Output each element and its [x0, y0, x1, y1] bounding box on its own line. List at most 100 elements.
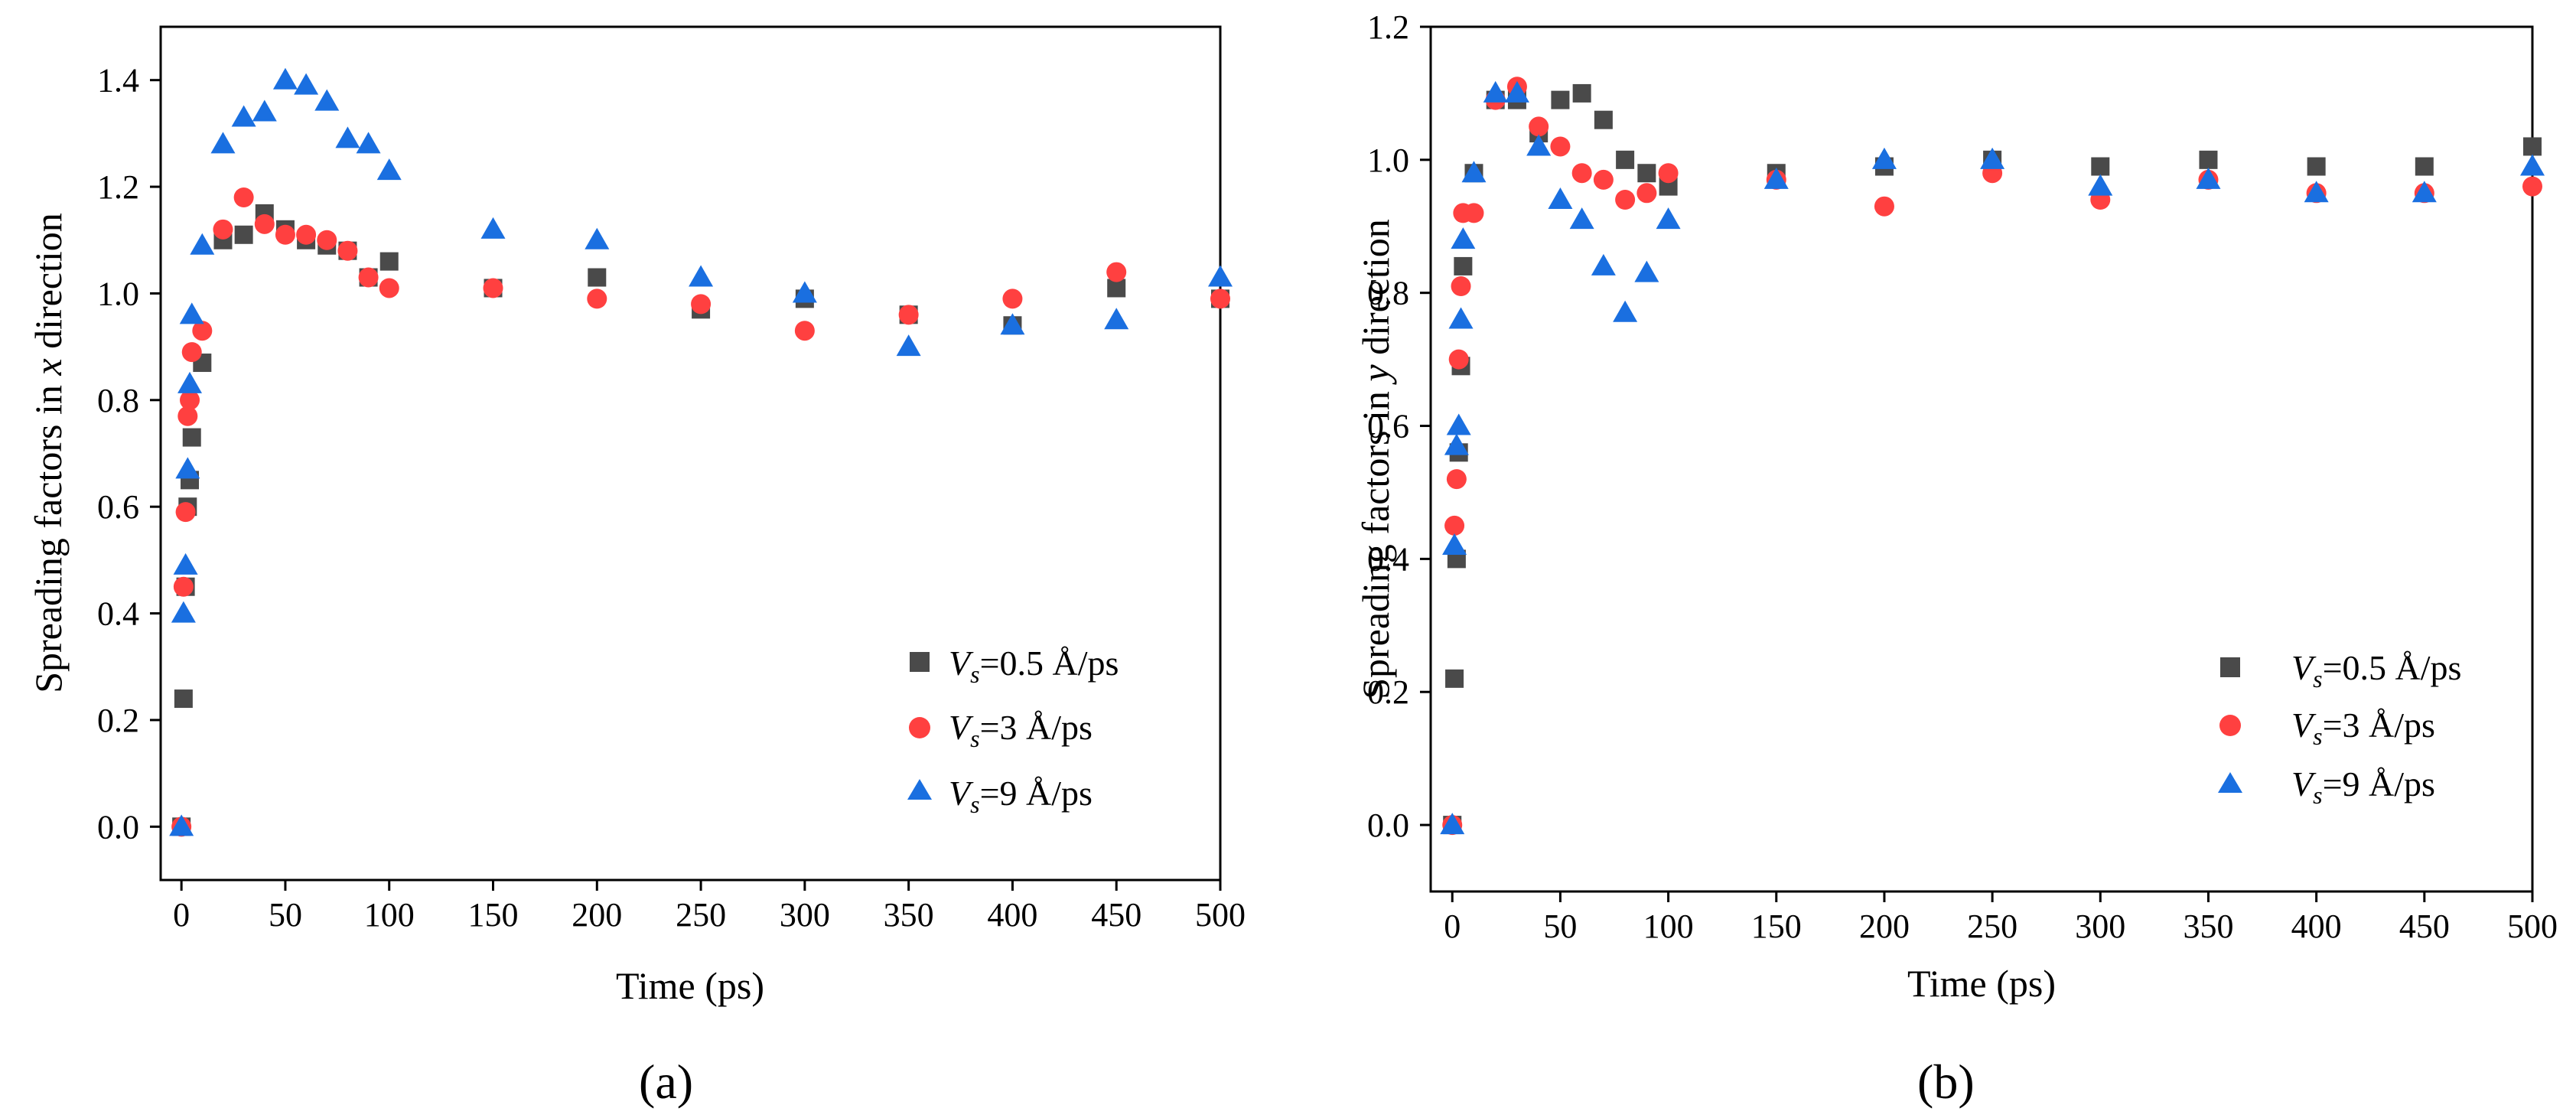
panel-b-legend-sym-2: V — [2291, 764, 2317, 803]
data-point-series-2 — [2520, 154, 2545, 176]
data-point-series-2 — [171, 601, 196, 623]
panel-a-legend-val-2: =9 Å/ps — [980, 774, 1093, 813]
panel-b: 0 50 100 150 200 250 300 350 400 450 500 0.0 0.2 0.4… — [1354, 8, 2558, 1109]
data-point-series-2 — [1440, 813, 1465, 835]
data-point-series-0 — [1594, 110, 1613, 129]
y-tick-label: 0.0 — [97, 808, 139, 846]
data-point-series-2 — [1980, 147, 2005, 169]
panel-b-legend-marker-1 — [2219, 715, 2241, 736]
panel-a-legend-sub-2: s — [970, 790, 979, 818]
x-tick-label: 250 — [1967, 908, 2017, 945]
y-tick-label: 1.0 — [97, 275, 139, 312]
panel-b-y-axis-title-tail: direction — [1354, 219, 1397, 364]
data-point-series-2 — [1000, 313, 1025, 335]
panel-a-y-axis-title-var: x — [27, 358, 70, 376]
x-tick-label: 350 — [884, 896, 934, 934]
panel-a-legend-marker-2 — [907, 779, 932, 800]
data-point-series-2 — [1634, 260, 1659, 282]
y-tick-label: 0.8 — [1367, 275, 1409, 312]
data-point-series-0 — [2523, 137, 2542, 156]
data-point-series-1 — [275, 224, 295, 245]
panel-a-data-points — [169, 67, 1233, 837]
data-point-series-2 — [1446, 413, 1471, 435]
x-tick-label: 50 — [269, 896, 302, 934]
data-point-series-2 — [179, 302, 204, 324]
data-point-series-1 — [175, 502, 196, 523]
panel-a-legend-label-2: Vs=9 Å/ps — [949, 774, 1093, 818]
y-tick-label: 0.2 — [97, 702, 139, 739]
data-point-series-1 — [180, 390, 200, 410]
data-point-series-0 — [1572, 83, 1591, 103]
panel-a-y-ticks: 0.0 0.2 0.4 0.6 0.8 1.0 1.2 1.4 — [97, 62, 161, 846]
panel-b-legend-marker-2 — [2218, 772, 2242, 793]
panel-a-label: (a) — [639, 1054, 693, 1109]
data-point-series-2 — [169, 814, 194, 836]
data-point-series-1 — [1550, 136, 1571, 157]
x-tick-label: 300 — [780, 896, 830, 934]
data-point-series-1 — [1529, 116, 1549, 137]
x-tick-label: 100 — [364, 896, 415, 934]
panel-b-y-axis-title-var: y — [1354, 364, 1397, 386]
data-point-series-2 — [480, 217, 506, 239]
data-point-series-2 — [1461, 161, 1487, 183]
data-point-series-2 — [252, 99, 277, 122]
x-tick-label: 500 — [1195, 896, 1246, 934]
data-point-series-1 — [177, 406, 198, 426]
data-point-series-1 — [317, 230, 337, 250]
data-point-series-1 — [1106, 262, 1127, 282]
x-tick-label: 300 — [2075, 908, 2125, 945]
data-point-series-2 — [294, 73, 319, 95]
data-point-series-2 — [335, 126, 360, 148]
data-point-series-0 — [1445, 669, 1464, 688]
panel-b-legend-sub-0: s — [2313, 665, 2322, 693]
data-point-series-2 — [896, 334, 921, 357]
y-tick-label: 0.2 — [1367, 673, 1409, 711]
data-point-series-2 — [1591, 253, 1616, 275]
panel-b-legend-label-0: Vs=0.5 Å/ps — [2291, 648, 2461, 693]
data-point-series-2 — [2088, 174, 2113, 196]
data-point-series-2 — [177, 371, 203, 393]
panel-a-legend-val-1: =3 Å/ps — [980, 708, 1093, 747]
panel-a-legend: Vs=0.5 Å/ps Vs=3 Å/ps Vs=9 Å/ps — [907, 644, 1119, 818]
data-point-series-1 — [379, 278, 399, 298]
data-point-series-1 — [181, 342, 202, 363]
data-point-series-1 — [2522, 176, 2542, 197]
data-point-series-2 — [1526, 134, 1552, 156]
data-point-series-1 — [213, 219, 233, 240]
panel-a-legend-sym-1: V — [949, 708, 974, 747]
data-point-series-1 — [794, 321, 815, 341]
data-point-series-0 — [234, 225, 253, 244]
x-tick-label: 50 — [1543, 908, 1577, 945]
data-point-series-1 — [1658, 163, 1679, 184]
x-tick-label: 0 — [173, 896, 190, 934]
panel-b-plot-frame — [1429, 25, 2534, 893]
panel-b-y-axis-title-main: Spreading factors in — [1354, 382, 1397, 699]
data-point-series-2 — [314, 89, 340, 111]
y-tick-label: 0.4 — [97, 595, 139, 633]
panel-a-legend-sub-1: s — [970, 725, 979, 752]
panel-b-y-axis-title: Spreading factors in y direction — [1354, 219, 1397, 699]
data-point-series-0 — [379, 252, 399, 271]
data-point-series-2 — [376, 158, 402, 181]
data-point-series-1 — [1002, 288, 1023, 309]
panel-b-legend-label-1: Vs=3 Å/ps — [2291, 706, 2435, 750]
x-tick-label: 0 — [1444, 908, 1461, 945]
x-tick-label: 400 — [2291, 908, 2342, 945]
data-point-series-2 — [2304, 181, 2329, 203]
data-point-series-2 — [175, 457, 200, 479]
data-point-series-2 — [2412, 181, 2437, 203]
data-point-series-0 — [588, 268, 607, 287]
panel-b-legend-val-2: =9 Å/ps — [2323, 764, 2435, 803]
panel-b-legend-label-2: Vs=9 Å/ps — [2291, 764, 2435, 809]
x-tick-label: 150 — [468, 896, 519, 934]
data-point-series-2 — [1548, 187, 1573, 209]
panel-b-x-ticks: 0 50 100 150 200 250 300 350 400 450 500 — [1444, 891, 2558, 945]
y-tick-label: 1.4 — [97, 62, 139, 99]
data-point-series-2 — [1763, 167, 1789, 189]
data-point-series-1 — [1210, 288, 1230, 309]
data-point-series-0 — [1454, 256, 1473, 275]
panel-b-legend-val-1: =3 Å/ps — [2323, 706, 2435, 745]
data-point-series-2 — [689, 265, 714, 287]
data-point-series-1 — [483, 278, 503, 298]
